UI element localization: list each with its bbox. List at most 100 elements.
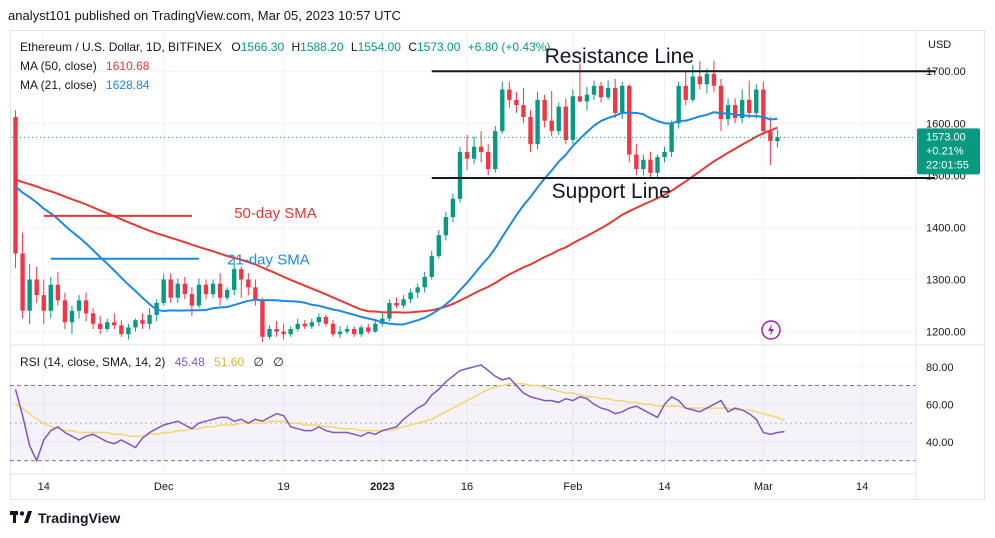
candle-body	[739, 99, 745, 119]
rsi-label: RSI (14, close, SMA, 14, 2)	[20, 355, 166, 369]
candle-body	[450, 198, 456, 218]
ma21-callout-label: 21-day SMA	[227, 252, 310, 269]
price-tick-label: 1200.00	[926, 327, 966, 339]
candle-body	[493, 131, 498, 170]
candle-body	[655, 157, 660, 173]
candle-body	[274, 328, 279, 332]
bar-countdown: 22:01:55	[926, 159, 969, 171]
candle-body	[584, 94, 590, 102]
price-tick-label: 1300.00	[926, 275, 966, 287]
close-label: C	[408, 40, 417, 54]
open-value: 1566.30	[240, 40, 285, 54]
candle-body	[542, 99, 547, 121]
candle-body	[598, 85, 604, 98]
price-tick-label: 1400.00	[926, 222, 966, 234]
candle-body	[97, 323, 103, 329]
candle-body	[232, 269, 237, 290]
tradingview-logo-icon	[10, 511, 32, 523]
candle-body	[147, 314, 152, 324]
grid	[10, 32, 916, 472]
resistance-line-label: Resistance Line	[545, 45, 694, 68]
candle-body	[344, 328, 350, 332]
candle-body	[747, 99, 752, 113]
candle-body	[507, 89, 512, 100]
candle-body	[387, 302, 392, 319]
candle-body	[683, 85, 688, 100]
low-label: L	[350, 40, 358, 54]
ma50-callout-label: 50-day SMA	[234, 205, 317, 222]
candle-body	[754, 89, 759, 113]
axes: USD1200.001300.001400.001500.001600.0017…	[10, 30, 985, 500]
candle-body	[464, 151, 470, 159]
footer-brand[interactable]: TradingView	[10, 510, 120, 526]
candle-body	[34, 279, 39, 296]
time-tick-label: Mar	[754, 481, 773, 493]
rsi-tick-label: 40.00	[926, 437, 954, 449]
candle-body	[380, 318, 385, 324]
ma50-row[interactable]: MA (50, close) 1610.68	[20, 57, 550, 76]
candle-body	[676, 85, 681, 124]
time-tick-label: 2023	[370, 481, 394, 493]
candle-body	[514, 99, 519, 106]
time-tick-label: 19	[277, 481, 289, 493]
candle-body	[669, 123, 674, 152]
time-tick-label: Dec	[154, 481, 174, 493]
ma21-row[interactable]: MA (21, close) 1628.84	[20, 76, 550, 95]
candle-body	[288, 328, 293, 335]
price-pane[interactable]	[12, 60, 916, 342]
lightning-icon	[761, 320, 781, 340]
candle-body	[281, 331, 286, 335]
candle-body	[457, 151, 463, 199]
price-legend: Ethereum / U.S. Dollar, 1D, BITFINEX O15…	[20, 38, 550, 95]
candle-body	[577, 96, 583, 102]
price-axis-unit: USD	[928, 39, 951, 51]
candle-body	[351, 328, 357, 335]
candle-body	[662, 151, 667, 158]
rsi-empty-2: ∅	[273, 355, 284, 369]
support-line-label: Support Line	[552, 180, 671, 203]
candle-body	[168, 279, 173, 298]
candle-body	[182, 283, 188, 295]
candle-body	[725, 105, 731, 120]
last-price-value: 1573.00	[926, 131, 966, 143]
candle-body	[217, 283, 223, 298]
candle-body	[612, 87, 618, 113]
candle-body	[591, 85, 597, 95]
candle-body	[161, 279, 166, 303]
candle-body	[563, 106, 568, 140]
candle-body	[27, 279, 32, 311]
publisher-header: analyst101 published on TradingView.com,…	[8, 8, 401, 23]
rsi-empty-1: ∅	[253, 355, 264, 369]
candle-body	[408, 292, 413, 300]
rsi-sma-value: 51.60	[214, 355, 245, 369]
candle-body	[704, 73, 710, 85]
candle-body	[330, 323, 336, 335]
candle-body	[62, 300, 68, 323]
candle-body	[253, 287, 258, 301]
rsi-legend[interactable]: RSI (14, close, SMA, 14, 2) 45.48 51.60 …	[20, 353, 284, 372]
candle-body	[189, 294, 195, 306]
candle-body	[478, 146, 484, 152]
candle-body	[55, 284, 61, 301]
rsi-pane[interactable]	[10, 364, 916, 463]
candle-body	[20, 253, 25, 311]
time-tick-label: 16	[461, 481, 473, 493]
candle-body	[41, 295, 46, 311]
candle-body	[535, 99, 540, 145]
candle-body	[641, 159, 646, 170]
time-tick-label: 14	[856, 481, 868, 493]
candle-body	[718, 85, 724, 120]
candle-body	[761, 89, 766, 132]
candle-body	[69, 310, 75, 323]
rsi-tick-label: 60.00	[926, 399, 954, 411]
change-value: +6.80 (+0.43%)	[467, 40, 551, 54]
lightning-glyph	[768, 324, 774, 336]
candle-body	[302, 323, 307, 327]
candle-body	[140, 320, 145, 324]
candle-body	[112, 322, 117, 326]
last-price-tag	[917, 128, 980, 175]
candle-body	[359, 327, 364, 335]
symbol-row: Ethereum / U.S. Dollar, 1D, BITFINEX O15…	[20, 38, 550, 57]
low-value: 1554.00	[357, 40, 401, 54]
